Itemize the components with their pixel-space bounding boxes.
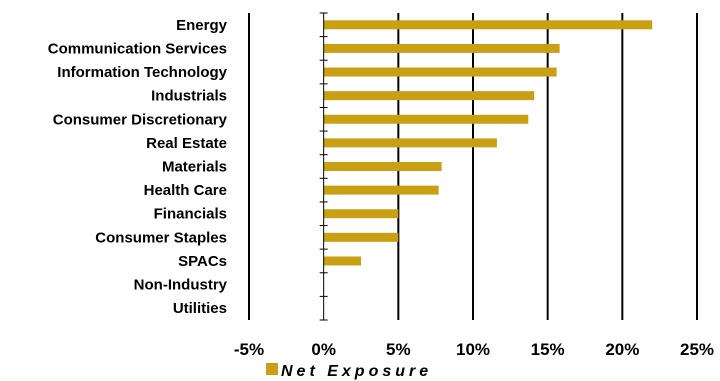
category-label: Utilities [173, 300, 227, 317]
category-label: Materials [162, 159, 227, 176]
x-tick-label: -5% [234, 340, 264, 359]
category-label: Information Technology [57, 64, 227, 81]
x-tick-label: 15% [531, 340, 565, 359]
legend: Net Exposure [266, 363, 432, 380]
category-label: Energy [176, 17, 228, 34]
bar [323, 67, 557, 77]
category-label: Real Estate [146, 135, 227, 152]
category-label: Non-Industry [134, 277, 228, 294]
bar [323, 91, 535, 101]
bar [323, 43, 560, 53]
bar [323, 20, 653, 30]
x-tick-label: 10% [456, 340, 490, 359]
gridlines [248, 13, 698, 320]
x-tick-labels: -5% 0% 5% 10% 15% 20% 25% [234, 340, 714, 359]
category-label: Consumer Discretionary [53, 111, 228, 128]
legend-swatch [266, 363, 278, 375]
legend-label: Net Exposure [281, 363, 432, 380]
category-label: Communication Services [48, 40, 227, 57]
category-axis [319, 12, 328, 321]
bar [323, 185, 439, 195]
bar [323, 209, 399, 219]
x-tick-label: 25% [680, 340, 714, 359]
bar [323, 114, 529, 124]
bar [323, 232, 399, 242]
x-tick-label: 20% [605, 340, 639, 359]
category-label: Health Care [144, 182, 227, 199]
bar [323, 256, 361, 266]
bar [323, 162, 442, 171]
category-label: SPACs [178, 253, 227, 270]
bar [323, 138, 497, 148]
x-tick-label: 0% [311, 340, 336, 359]
category-labels: Energy Communication Services Information … [48, 17, 228, 317]
category-label: Consumer Staples [95, 229, 227, 246]
category-label: Financials [154, 206, 227, 223]
bars [323, 20, 653, 266]
x-tick-label: 5% [386, 340, 411, 359]
category-label: Industrials [151, 88, 227, 105]
